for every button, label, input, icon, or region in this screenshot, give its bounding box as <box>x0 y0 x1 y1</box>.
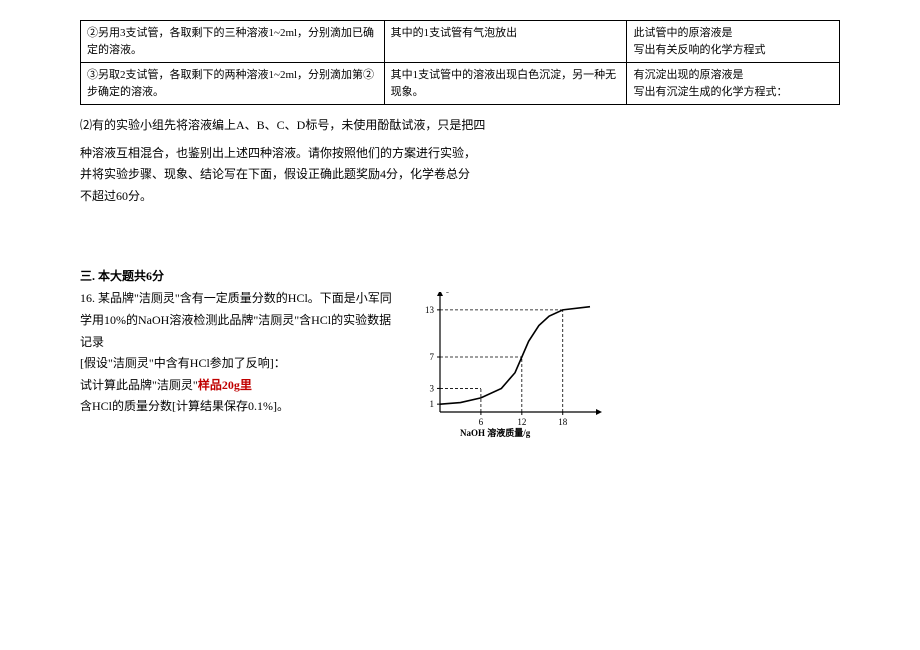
cell-step: ③另取2支试管，各取剩下的两种溶液1~2ml，分别滴加第②步确定的溶液。 <box>81 63 385 105</box>
q16-line4: 含HCl的质量分数[计算结果保存0.1%]。 <box>80 399 289 413</box>
svg-text:12: 12 <box>517 417 526 427</box>
svg-text:6: 6 <box>479 417 484 427</box>
svg-text:3: 3 <box>430 384 435 394</box>
ph-chart-svg: pHNaOH 溶液质量/g1371361218 <box>410 292 610 442</box>
cell-step: ②另用3支试管，各取剩下的三种溶液1~2ml，分别滴加已确定的溶液。 <box>81 21 385 63</box>
svg-text:7: 7 <box>430 352 435 362</box>
paragraph-body: 种溶液互相混合，也鉴别出上述四种溶液。请你按照他们的方案进行实验，并将实验步骤、… <box>80 143 480 208</box>
experiment-table: ②另用3支试管，各取剩下的三种溶液1~2ml，分别滴加已确定的溶液。 其中的1支… <box>80 20 840 105</box>
ph-chart: pHNaOH 溶液质量/g1371361218 <box>410 292 610 442</box>
section-title: 三. 本大题共6分 <box>80 267 840 284</box>
cell-observation: 其中1支试管中的溶液出现白色沉淀，另一种无现象。 <box>384 63 627 105</box>
q16-line3a: 试计算此品牌"洁厕灵" <box>80 378 198 392</box>
q16-line1: 16. 某品牌"洁厕灵"含有一定质量分数的HCl。下面是小军同学用10%的NaO… <box>80 291 392 348</box>
paragraph-intro: ⑵有的实验小组先将溶液编上A、B、C、D标号，未使用酚酞试液，只是把四 <box>80 115 840 137</box>
cell-conclusion: 有沉淀出现的原溶液是写出有沉淀生成的化学方程式： <box>627 63 840 105</box>
svg-text:1: 1 <box>430 400 435 410</box>
svg-text:pH: pH <box>446 292 460 293</box>
svg-text:13: 13 <box>425 305 435 315</box>
q16-highlight: 样品20g里 <box>198 378 252 392</box>
question-16: 16. 某品牌"洁厕灵"含有一定质量分数的HCl。下面是小军同学用10%的NaO… <box>80 288 840 442</box>
svg-text:18: 18 <box>558 417 568 427</box>
table-row: ③另取2支试管，各取剩下的两种溶液1~2ml，分别滴加第②步确定的溶液。 其中1… <box>81 63 840 105</box>
q16-line2: [假设"洁厕灵"中含有HCl参加了反响]： <box>80 356 286 370</box>
cell-conclusion: 此试管中的原溶液是写出有关反响的化学方程式 <box>627 21 840 63</box>
table-row: ②另用3支试管，各取剩下的三种溶液1~2ml，分别滴加已确定的溶液。 其中的1支… <box>81 21 840 63</box>
cell-observation: 其中的1支试管有气泡放出 <box>384 21 627 63</box>
question-16-text: 16. 某品牌"洁厕灵"含有一定质量分数的HCl。下面是小军同学用10%的NaO… <box>80 288 400 418</box>
svg-text:NaOH 溶液质量/g: NaOH 溶液质量/g <box>460 427 531 438</box>
